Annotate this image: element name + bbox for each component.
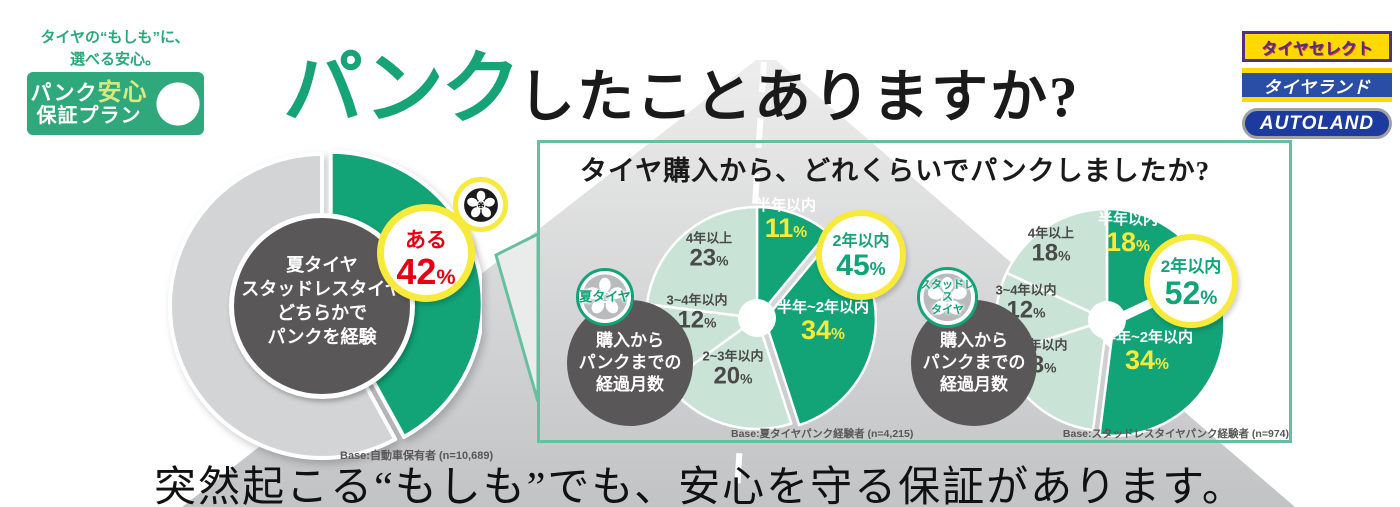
slice-label: 半年以内 18% <box>1097 210 1159 257</box>
slice-label: 4年以上 18% <box>1027 225 1075 267</box>
logo-line1-accent: 安心 <box>97 79 148 107</box>
donut-center-line: 夏タイヤ <box>286 255 358 275</box>
base-note-studless: Base:スタッドレスタイヤパンク経験者 (n=974) <box>1062 428 1289 440</box>
logo-text: パンク安心 保証プラン <box>30 80 147 126</box>
title-rest: したことありますか? <box>518 66 1080 129</box>
percent-sign: % <box>869 259 886 279</box>
summer-callout-bubble: 2年以内 45% <box>816 210 906 300</box>
donut-center-line: パンクを経験 <box>267 326 377 347</box>
tagline-line2: 選べる安心。 <box>69 50 160 68</box>
pie-slice <box>1005 207 1109 322</box>
donut-center-line: スタッドレスタイヤ <box>241 278 403 299</box>
page-title: パンク したことありますか? <box>283 24 1080 140</box>
puncture-warranty-logo[interactable]: パンク安心 保証プラン <box>27 72 204 135</box>
slice-label: 半年以内 11% <box>755 196 817 243</box>
tire-icon <box>463 187 498 222</box>
studless-callout-bubble: 2年以内 52% <box>1144 234 1238 328</box>
overall-callout-bubble: ある 42% <box>377 204 475 302</box>
pie-slice <box>645 205 759 320</box>
summer-tire-badge: 夏タイヤ <box>576 268 634 326</box>
tagline-line1: タイヤの“もしも”に、 <box>40 29 190 46</box>
callout-value: 52 <box>1164 275 1201 311</box>
summer-desc-circle: 購入から パンクまでの 経過月数 <box>567 300 693 426</box>
logo-tire-select[interactable]: タイヤセレクト <box>1242 31 1392 62</box>
logo-line2: 保証プラン <box>36 104 142 127</box>
callout-name: ある <box>405 229 447 252</box>
slice-label: 3~4年以内 12% <box>995 282 1057 324</box>
slice-label: 4年以上 23% <box>685 230 733 272</box>
slice-label: 半年~2年以内 34% <box>1100 328 1194 375</box>
studless-tire-badge: スタッドレス タイヤ <box>917 267 978 328</box>
base-note-summer: Base:夏タイヤパンク経験者 (n=4,215) <box>731 428 914 440</box>
wheel-icon <box>155 81 200 126</box>
logo-tire-land[interactable]: タイヤランド <box>1242 68 1392 102</box>
question-box-title: タイヤ購入から、どれくらいでパンクしましたか? <box>579 156 1211 186</box>
percent-sign: % <box>1200 288 1218 309</box>
logo-autoland[interactable]: AUTOLAND <box>1242 108 1392 139</box>
footer-message: 突然起こる“もしも”でも、安心を守る保証があります。 <box>154 465 1246 507</box>
logo-line1-white: パンク <box>30 82 98 106</box>
base-note-overall: Base:自動車保有者 (n=10,689) <box>340 450 494 462</box>
percent-sign: % <box>436 264 456 289</box>
slice-label: 半年~2年以内 34% <box>776 298 870 345</box>
tire-icon-bubble <box>453 177 508 232</box>
callout-value: 45 <box>836 249 870 282</box>
title-highlight: パンク <box>283 44 521 133</box>
donut-center-line: どちらかで <box>277 302 367 323</box>
partner-logos: タイヤセレクト タイヤランド AUTOLAND <box>1242 31 1392 139</box>
slice-label: 2~3年以内 20% <box>702 348 764 390</box>
callout-name: 2年以内 <box>1160 257 1222 276</box>
callout-value: 42 <box>396 251 437 292</box>
question-box-pointer <box>494 231 540 403</box>
callout-name: 2年以内 <box>832 233 890 250</box>
tagline: タイヤの“もしも”に、 選べる安心。 <box>20 27 210 71</box>
